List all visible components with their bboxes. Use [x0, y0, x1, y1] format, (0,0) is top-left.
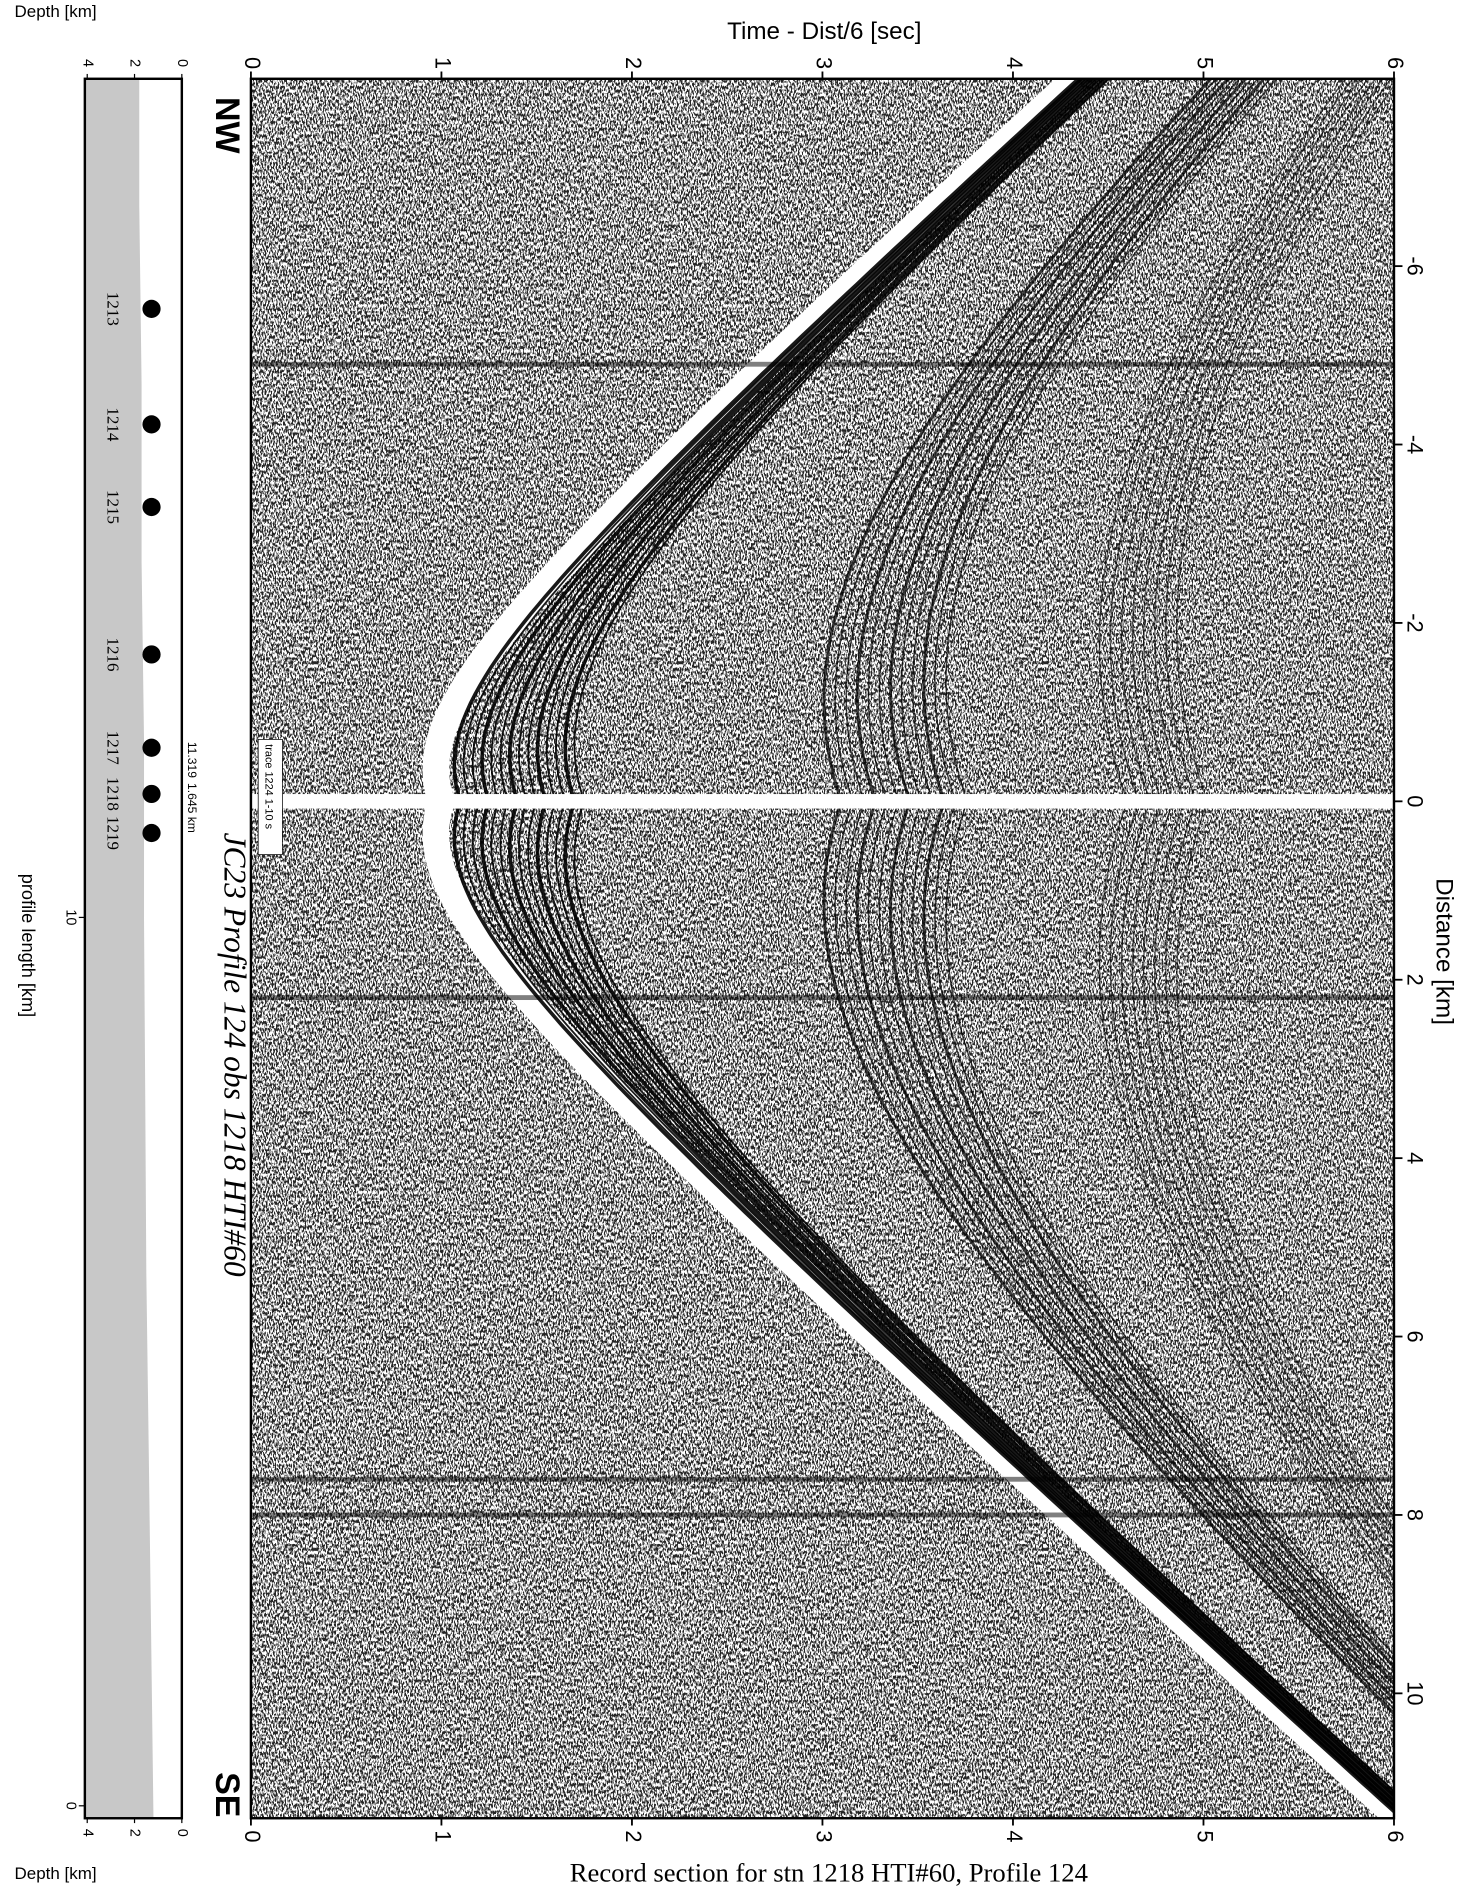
depth-tick-label: 0 [174, 1829, 190, 1837]
profile-tick-label: 10 [62, 909, 78, 925]
x-tick-label: 3 [812, 57, 837, 69]
seafloor [84, 78, 154, 1819]
location-frame [83, 77, 184, 1820]
y-tick-label: 10 [1403, 1681, 1428, 1705]
title: JC23 Profile 124 obs 1218 HTI#60 [217, 832, 252, 1276]
depth-label-bottom: Depth [km] [15, 1864, 97, 1883]
direction-se: SE [208, 1772, 246, 1817]
position-label: 1.645 km [185, 783, 199, 833]
seismic-image [250, 78, 1394, 1819]
station-marker [142, 497, 161, 517]
x-tick-label: 5 [1193, 1830, 1218, 1842]
caption: Record section for stn 1218 HTI#60, Prof… [570, 1857, 1088, 1887]
trace-note-box [257, 739, 283, 855]
station-label: 1219 [104, 816, 123, 850]
x-tick-label: 1 [431, 57, 456, 69]
x-tick-label: 4 [1002, 1830, 1027, 1842]
profile-length-label: profile length [km] [18, 874, 38, 1017]
x-tick-label: 2 [621, 1830, 646, 1842]
station-label: 1213 [104, 292, 123, 326]
x-tick-label: 0 [240, 1830, 265, 1842]
x-tick-label: 3 [812, 1830, 837, 1842]
y-tick-label: 6 [1403, 1330, 1428, 1342]
station-marker [142, 784, 161, 804]
station-label: 1215 [104, 490, 123, 524]
x-tick-label: 5 [1193, 57, 1218, 69]
depth-tick-label: 4 [79, 59, 95, 67]
x-tick-label: 0 [240, 57, 265, 69]
depth-tick-label: 2 [127, 1829, 143, 1837]
position-label: 11.319 [185, 742, 199, 778]
y-tick-label: 4 [1403, 1152, 1428, 1164]
y-tick-label: 2 [1403, 974, 1428, 986]
y-tick-label: 0 [1403, 795, 1428, 807]
depth-tick-label: 2 [127, 59, 143, 67]
station-label: 1218 [104, 777, 123, 811]
y-axis-label: Distance [km] [1430, 878, 1457, 1025]
x-tick-label: 6 [1383, 57, 1408, 69]
y-tick-label: 8 [1403, 1509, 1428, 1521]
depth-tick-label: 4 [79, 1829, 95, 1837]
x-axis-label: Time - Dist/6 [sec] [727, 18, 921, 45]
x-tick-label: 6 [1383, 1830, 1408, 1842]
station-marker [142, 645, 161, 664]
station-marker [142, 415, 161, 434]
station-label: 1214 [104, 407, 123, 441]
x-tick-label: 4 [1002, 57, 1027, 69]
depth-tick-label: 0 [174, 59, 190, 67]
y-tick-label: -4 [1403, 435, 1428, 454]
x-tick-label: 2 [621, 57, 646, 69]
trace-note: trace 1224 1-10 s [262, 744, 274, 829]
profile-tick-label: 0 [62, 1802, 78, 1810]
y-tick-label: -6 [1403, 256, 1428, 275]
station-marker [142, 738, 161, 757]
station-marker [142, 299, 161, 318]
station-marker [142, 823, 161, 843]
station-label: 1216 [104, 637, 123, 671]
depth-label-top: Depth [km] [15, 2, 97, 21]
y-tick-label: -2 [1403, 613, 1428, 632]
direction-nw: NW [208, 97, 246, 154]
x-tick-label: 1 [431, 1830, 456, 1842]
station-label: 1217 [104, 731, 123, 765]
